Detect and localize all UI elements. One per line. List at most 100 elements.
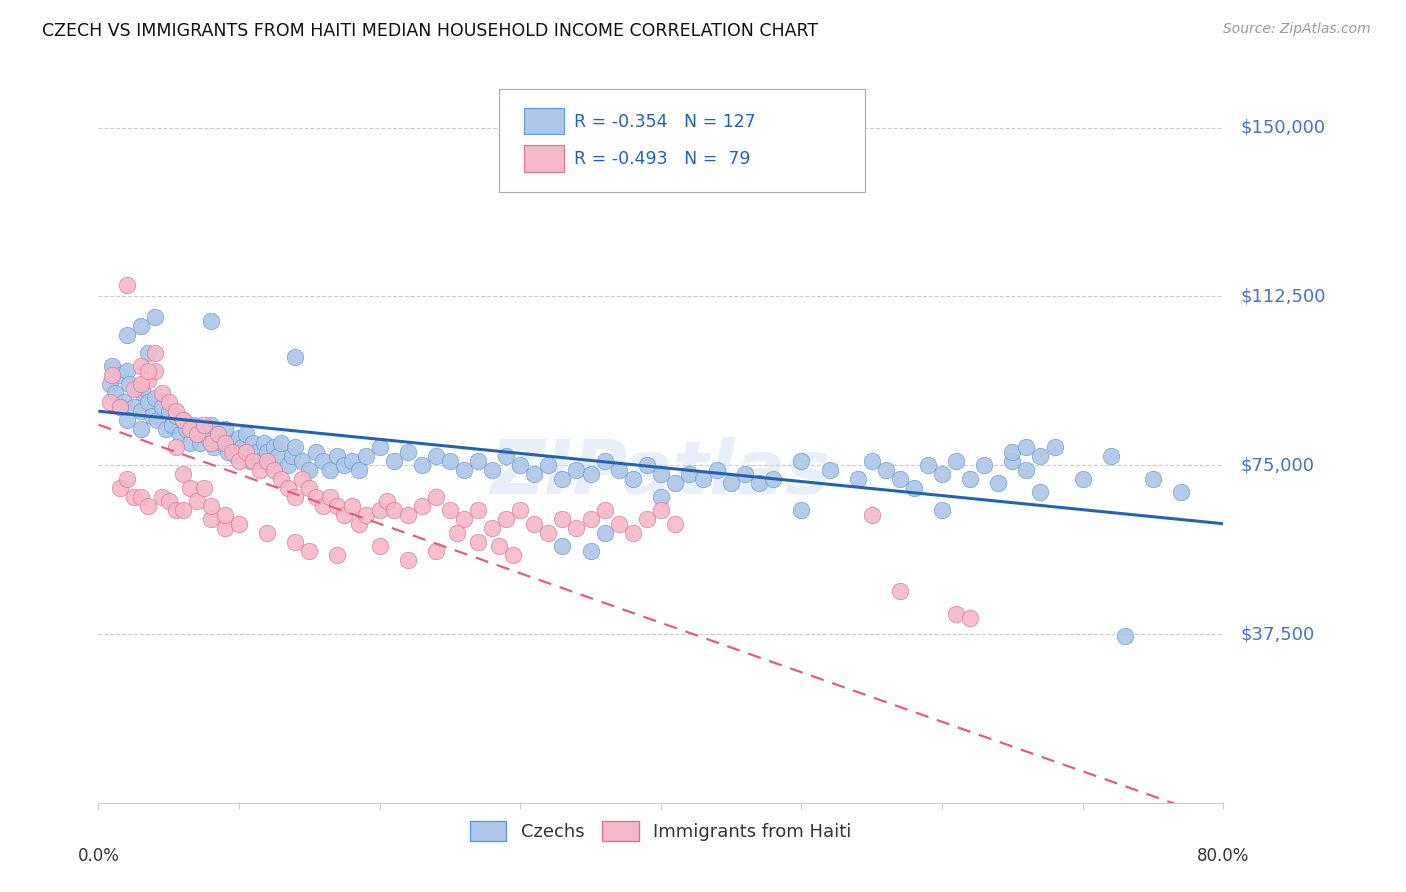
Point <box>143 391 166 405</box>
Point <box>607 516 630 531</box>
Text: $37,500: $37,500 <box>1240 625 1315 643</box>
Point <box>183 417 205 432</box>
Point <box>115 413 138 427</box>
Point <box>973 458 995 473</box>
Point <box>368 440 391 454</box>
Point <box>101 368 124 383</box>
Point <box>200 499 222 513</box>
Point <box>281 449 304 463</box>
Point <box>579 543 602 558</box>
Point <box>382 453 405 467</box>
Point <box>368 539 391 553</box>
Point <box>291 472 314 486</box>
Point <box>748 476 770 491</box>
Text: $75,000: $75,000 <box>1240 456 1315 475</box>
Point <box>136 395 159 409</box>
Point <box>129 318 152 333</box>
Point <box>284 350 307 364</box>
Point <box>340 499 363 513</box>
Point <box>122 400 145 414</box>
Point <box>108 368 131 383</box>
Point <box>889 472 911 486</box>
Point <box>174 422 197 436</box>
Point <box>593 453 616 467</box>
Point <box>98 395 121 409</box>
Point <box>565 521 588 535</box>
Point <box>136 373 159 387</box>
Point <box>143 310 166 324</box>
Point <box>312 453 335 467</box>
Point <box>165 404 187 418</box>
Point <box>172 503 194 517</box>
Point <box>481 521 503 535</box>
Point <box>298 463 321 477</box>
Point <box>664 516 686 531</box>
Point <box>959 472 981 486</box>
Point <box>931 503 953 517</box>
Point <box>790 503 813 517</box>
Point <box>636 512 658 526</box>
Point <box>214 521 236 535</box>
Point <box>396 553 419 567</box>
Text: R = -0.493   N =  79: R = -0.493 N = 79 <box>574 151 751 169</box>
Point <box>453 463 475 477</box>
Point <box>179 422 201 436</box>
Point <box>157 395 180 409</box>
Point <box>104 386 127 401</box>
Point <box>467 503 489 517</box>
Point <box>439 453 461 467</box>
Point <box>488 539 510 553</box>
Text: R = -0.354   N = 127: R = -0.354 N = 127 <box>574 113 755 131</box>
Point <box>242 453 264 467</box>
Point <box>509 458 531 473</box>
Point <box>221 435 243 450</box>
Point <box>903 481 925 495</box>
Point <box>523 467 546 482</box>
Point <box>987 476 1010 491</box>
Point <box>118 377 141 392</box>
Point <box>141 409 163 423</box>
Text: $150,000: $150,000 <box>1240 119 1326 136</box>
Point <box>253 435 276 450</box>
Point <box>889 584 911 599</box>
Point <box>169 426 191 441</box>
Point <box>1015 463 1038 477</box>
Point <box>446 525 468 540</box>
Point <box>249 463 271 477</box>
Point <box>277 481 299 495</box>
Point <box>291 453 314 467</box>
Point <box>157 494 180 508</box>
Point <box>193 417 215 432</box>
Point <box>108 481 131 495</box>
Point <box>200 314 222 328</box>
Point <box>340 453 363 467</box>
Point <box>165 440 187 454</box>
Point <box>593 503 616 517</box>
Point <box>607 463 630 477</box>
Point <box>579 512 602 526</box>
Point <box>425 449 447 463</box>
Point <box>207 426 229 441</box>
Point <box>333 458 356 473</box>
Point <box>197 431 219 445</box>
Point <box>368 503 391 517</box>
Point <box>551 472 574 486</box>
Point <box>1001 453 1024 467</box>
Point <box>143 345 166 359</box>
Point <box>200 417 222 432</box>
Point <box>326 499 349 513</box>
Point <box>425 490 447 504</box>
Point <box>122 490 145 504</box>
Point <box>860 453 883 467</box>
Point <box>284 490 307 504</box>
Point <box>319 463 342 477</box>
Text: 80.0%: 80.0% <box>1197 847 1250 864</box>
Point <box>132 386 155 401</box>
Point <box>263 463 285 477</box>
Point <box>593 525 616 540</box>
Point <box>579 467 602 482</box>
Point <box>263 440 285 454</box>
Point <box>875 463 897 477</box>
Point <box>319 490 342 504</box>
Point <box>1001 444 1024 458</box>
